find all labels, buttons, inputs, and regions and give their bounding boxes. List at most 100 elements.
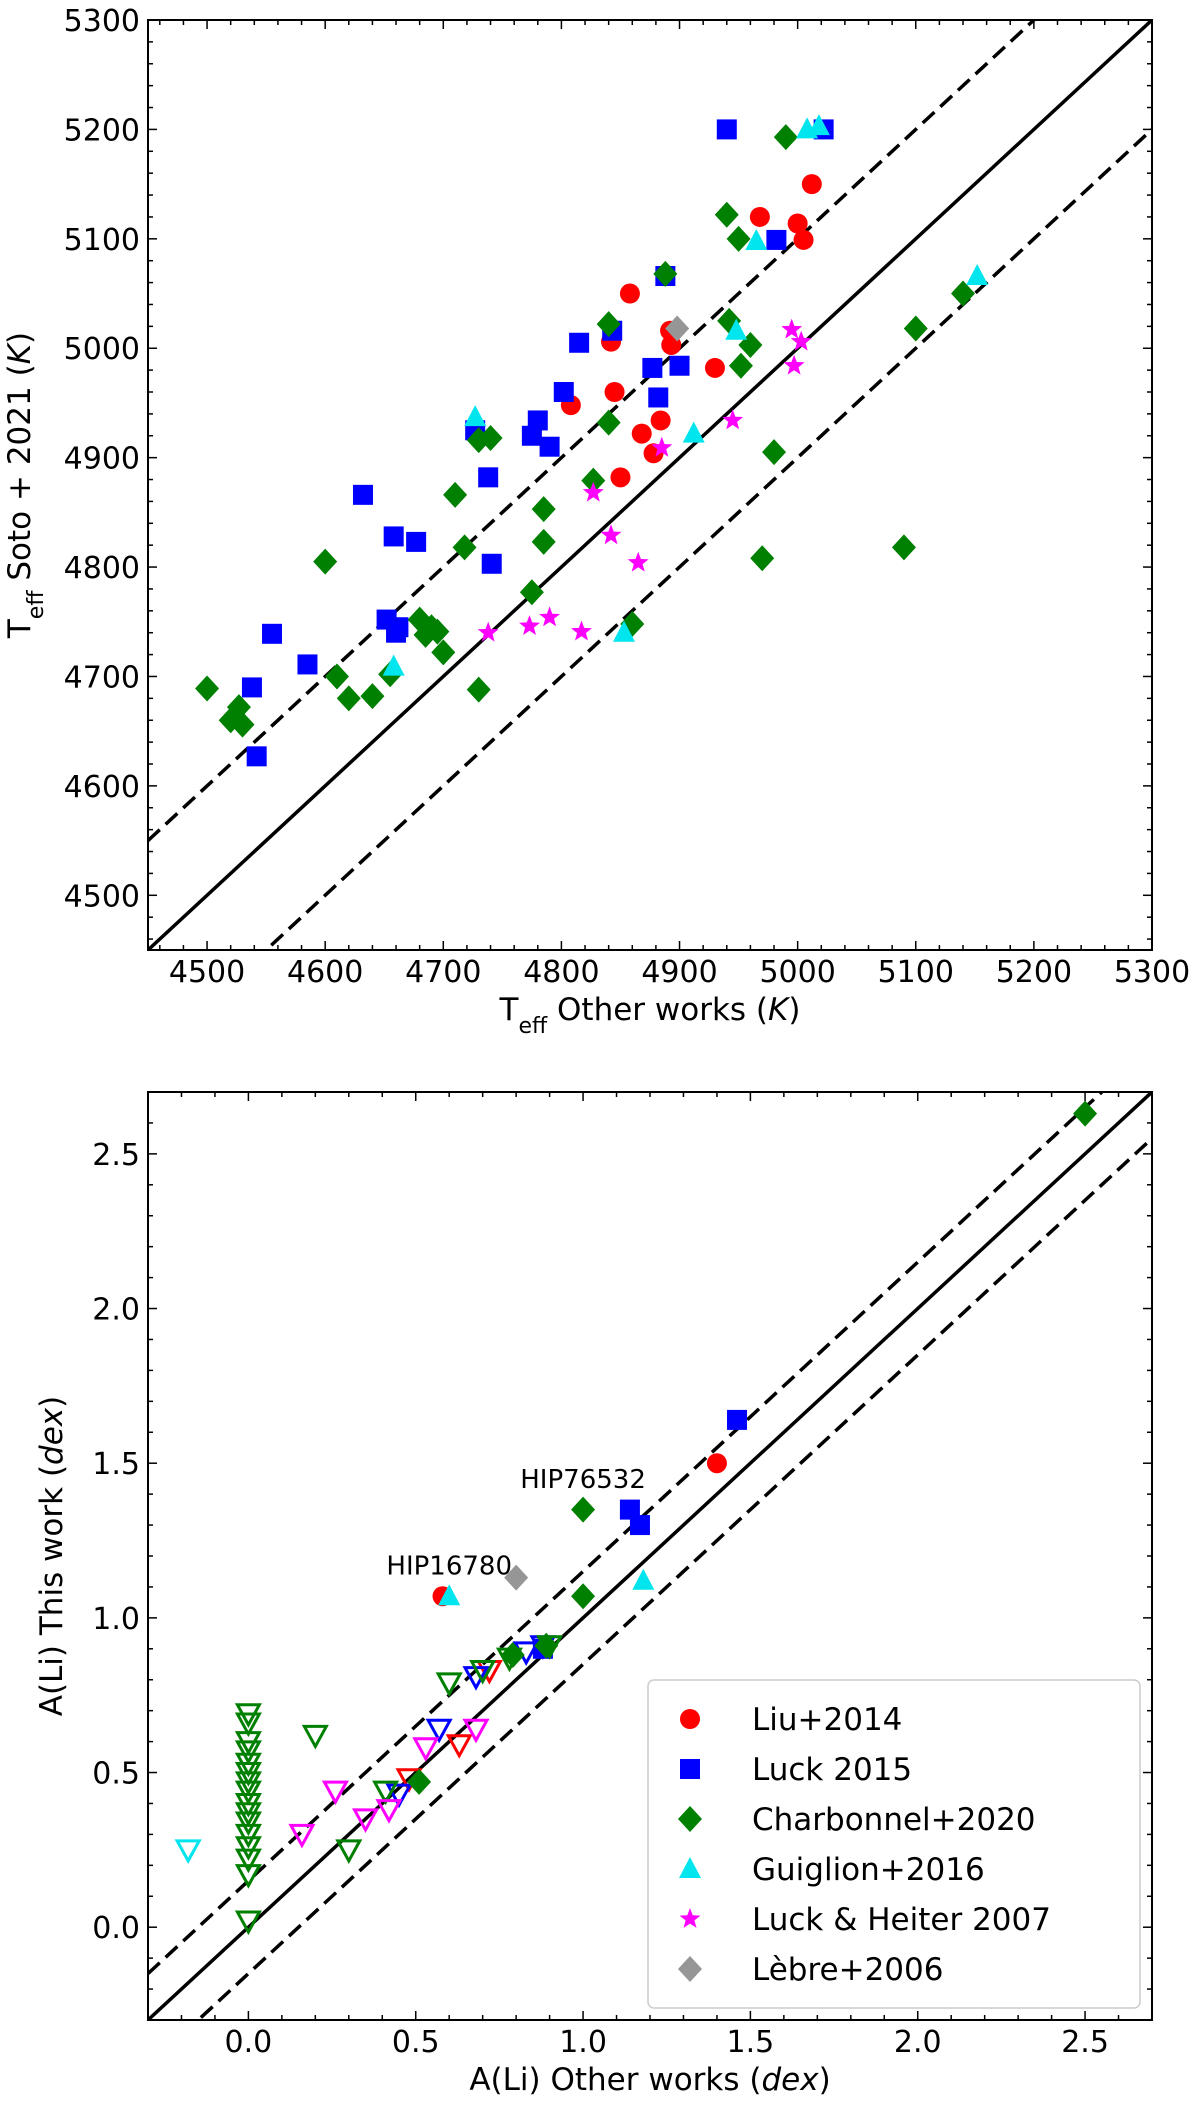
- legend-marker-luck-2015: [680, 1759, 700, 1779]
- x-tick-label: 2.0: [894, 2025, 942, 2060]
- charbonnel-2020-upper-limits-point: [234, 1712, 262, 1738]
- luck-heiter-2007-point: [627, 551, 649, 572]
- luck-heiter-2007-upper-limits-point: [375, 1799, 403, 1824]
- charbonnel-2020-upper-limits-point: [234, 1836, 262, 1861]
- charbonnel-2020-point: [726, 225, 751, 252]
- luck-heiter-2007-point: [571, 620, 592, 641]
- legend-marker-liu-2014: [680, 1709, 700, 1729]
- luck-2015-point: [521, 425, 542, 446]
- legend-label-guiglion-2016: Guiglion+2016: [752, 1852, 985, 1888]
- lower-offset-line: [195, 1137, 1152, 2020]
- plot-frame: [147, 19, 1153, 951]
- one-to-one-line: [148, 1092, 1152, 2020]
- luck-2015-point: [629, 1515, 650, 1536]
- charbonnel-2020-point: [750, 545, 775, 572]
- luck-2015-point: [481, 553, 502, 574]
- luck-2015-point: [619, 1499, 640, 1520]
- charbonnel-2020-point: [407, 1768, 432, 1795]
- guiglion-2016-point: [745, 229, 768, 251]
- luck-2015-point: [642, 357, 663, 378]
- luck-2015-point: [388, 617, 409, 638]
- luck-heiter-2007-upper-limits-point: [351, 1808, 380, 1834]
- luck-heiter-2007-point: [781, 318, 803, 339]
- legend-marker-luck-heiter-2007: [679, 1908, 701, 1928]
- charbonnel-2020-upper-limits-point: [234, 1910, 262, 1936]
- x-tick-label: 2.5: [1061, 2025, 1109, 2060]
- y-tick-label: 4500: [64, 879, 140, 914]
- liu-2014-point: [704, 357, 725, 378]
- luck-2015-point: [669, 355, 690, 376]
- charbonnel-2020-upper-limits-point: [495, 1647, 523, 1673]
- charbonnel-2020-point: [313, 548, 338, 575]
- guiglion-2016-point: [382, 654, 405, 676]
- charbonnel-2020-point: [431, 639, 456, 666]
- charbonnel-2020-upper-limits-point: [435, 1672, 463, 1697]
- luck-2015-upper-limits-point: [385, 1783, 413, 1809]
- y-axis-label: Teff Soto + 2021 (K): [2, 332, 49, 639]
- y-tick-label: 2.5: [92, 1138, 140, 1173]
- guiglion-2016-point: [966, 264, 989, 286]
- luck-2015-point: [383, 526, 404, 547]
- luck-2015-point: [727, 1409, 748, 1430]
- luck-heiter-2007-upper-limits-point: [412, 1737, 440, 1762]
- y-tick-label: 4800: [64, 551, 140, 586]
- luck-heiter-2007-upper-limits-point: [462, 1718, 490, 1744]
- x-tick-label: 0.0: [225, 2025, 273, 2060]
- liu-2014-point: [604, 382, 625, 402]
- charbonnel-2020-point: [903, 315, 928, 342]
- charbonnel-2020-point: [762, 439, 787, 466]
- lower-offset-line: [263, 128, 1152, 950]
- annotation-hip16780: HIP16780: [386, 1552, 512, 1582]
- charbonnel-2020-point: [230, 711, 255, 738]
- charbonnel-2020-upper-limits-point: [234, 1848, 262, 1874]
- luck-2015-point: [478, 467, 499, 488]
- charbonnel-2020-upper-limits-point: [469, 1659, 497, 1685]
- x-tick-label: 0.5: [392, 2025, 440, 2060]
- charbonnel-2020-point: [443, 481, 468, 508]
- luck-2015-point: [262, 623, 283, 644]
- x-axis-label: Teff Other works (K): [499, 992, 801, 1039]
- liu-2014-upper-limits-point: [445, 1734, 473, 1759]
- x-axis-label: A(Li) Other works (dex): [469, 2062, 830, 2098]
- guiglion-2016-point: [438, 1584, 461, 1606]
- legend-label-luck-2015: Luck 2015: [752, 1752, 912, 1788]
- charbonnel-2020-point: [531, 528, 556, 555]
- charbonnel-2020-point: [951, 280, 976, 307]
- legend-label-liu-2014: Liu+2014: [752, 1702, 902, 1738]
- charbonnel-2020-point: [581, 467, 606, 494]
- upper-offset-line: [148, 20, 1037, 842]
- liu-2014-point: [706, 1453, 727, 1474]
- luck-2015-point: [527, 410, 548, 431]
- legend: Liu+2014 Luck 2015 Charbonnel+2020 Guiglion…: [647, 1679, 1141, 2009]
- luck-2015-point: [246, 746, 267, 767]
- luck-heiter-2007-point: [600, 524, 622, 545]
- charbonnel-2020-point: [324, 663, 349, 690]
- one-to-one-line: [148, 20, 1152, 950]
- charbonnel-2020-point: [571, 1496, 596, 1523]
- luck-heiter-2007-upper-limits-point: [321, 1780, 349, 1806]
- luck-2015-point: [297, 654, 318, 675]
- x-tick-label: 5000: [759, 955, 835, 990]
- y-tick-label: 0.0: [92, 1911, 140, 1946]
- legend-marker-guiglion-2016: [679, 1857, 701, 1878]
- charbonnel-2020-point: [360, 683, 385, 710]
- liu-2014-point: [801, 174, 822, 195]
- luck-2015-point: [539, 436, 560, 457]
- charbonnel-2020-point: [714, 201, 739, 228]
- lithium-comparison-panel: HIP76532 HIP16780 0.0 0.5 1.0 1.5 2.0 2.5 0.0 0.5…: [34, 1091, 1153, 2098]
- y-axis-label: A(Li) This work (dex): [34, 1396, 70, 1717]
- luck-2015-point: [569, 332, 590, 353]
- luck-heiter-2007-point: [783, 354, 805, 375]
- charbonnel-2020-point: [425, 618, 450, 645]
- charbonnel-2020-point: [478, 424, 503, 451]
- charbonnel-2020-upper-limits-point: [301, 1724, 329, 1750]
- x-tick-label: 4800: [523, 955, 599, 990]
- liu-2014-point: [619, 283, 640, 304]
- y-tick-label: 2.0: [92, 1293, 140, 1328]
- y-tick-label: 0.5: [92, 1757, 140, 1792]
- charbonnel-2020-point: [728, 352, 753, 379]
- charbonnel-2020-point: [452, 534, 477, 561]
- legend-label-l-bre-2006: Lèbre+2006: [752, 1952, 943, 1988]
- guiglion-2016-point: [682, 421, 705, 443]
- charbonnel-2020-upper-limits-point: [234, 1703, 262, 1728]
